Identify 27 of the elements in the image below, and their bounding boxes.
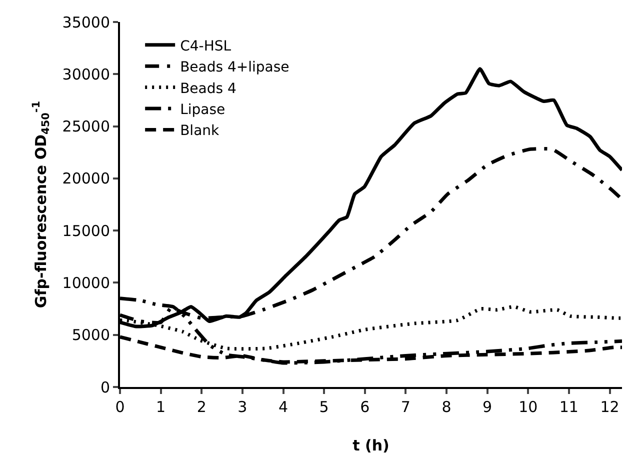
- y-tick-label: 20000: [62, 170, 110, 188]
- x-tick-label: 10: [518, 398, 538, 416]
- legend-label: Beads 4: [180, 80, 237, 97]
- legend-label: Lipase: [180, 102, 226, 118]
- x-tick-label: 3: [238, 398, 248, 416]
- y-tick-label: 35000: [62, 13, 110, 32]
- x-tick-label: 1: [156, 398, 166, 416]
- y-tick-label: 25000: [62, 118, 110, 136]
- x-axis-title: t (h): [352, 436, 390, 454]
- x-tick-label: 2: [196, 398, 206, 416]
- legend-label: Beads 4+lipase: [180, 60, 290, 76]
- x-tick-label: 5: [319, 398, 329, 416]
- y-tick-label: 5000: [72, 326, 110, 344]
- y-tick-label: 30000: [62, 65, 110, 84]
- x-tick-label: 7: [400, 398, 410, 416]
- x-tick-label: 6: [360, 398, 370, 416]
- x-tick-label: 8: [442, 398, 452, 416]
- y-tick-label: 15000: [62, 222, 110, 240]
- legend-label: C4-HSL: [180, 38, 232, 54]
- x-tick-label: 0: [115, 398, 125, 416]
- x-tick-label: 12: [600, 398, 620, 416]
- x-tick-label: 11: [559, 398, 578, 416]
- y-tick-label: 10000: [62, 274, 110, 292]
- x-tick-label: 4: [278, 398, 288, 416]
- x-tick-label: 9: [482, 398, 492, 416]
- y-tick-label: 0: [100, 378, 110, 396]
- legend-label: Blank: [180, 123, 220, 140]
